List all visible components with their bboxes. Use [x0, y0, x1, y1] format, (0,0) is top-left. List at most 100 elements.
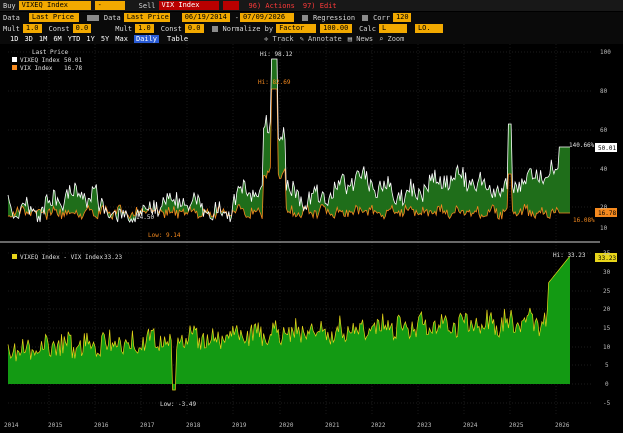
last-vix-value: 16.78	[598, 210, 616, 217]
sell-label: Sell	[138, 1, 156, 10]
range-6m[interactable]: 6M	[53, 35, 62, 43]
hi-vix-annotation: Hi: 82.69	[258, 79, 291, 86]
last-vixeq-tag	[595, 143, 617, 152]
y-tick: 5	[605, 362, 609, 369]
range-toolbar: 1D 3D 1M 6M YTD 1Y 5Y Max Daily Table ✛ …	[0, 34, 623, 44]
calc-select[interactable]: L	[378, 24, 407, 33]
legend-vixeq-value: 50.01	[64, 57, 82, 64]
track-tool[interactable]: ✛ Track	[264, 35, 294, 43]
normalize-select[interactable]: Factor	[276, 24, 317, 33]
buy-source-field[interactable]: -	[94, 1, 125, 10]
range-ytd[interactable]: YTD	[67, 35, 81, 43]
range-max[interactable]: Max	[115, 35, 128, 43]
sell-ticker-field[interactable]: VIX Index	[158, 1, 219, 10]
y-tick: 15	[603, 325, 611, 332]
regression-label: Regression	[312, 13, 356, 22]
y-tick: 35	[603, 250, 611, 257]
normalize-label: Normalize by	[222, 24, 274, 33]
x-tick: 2016	[94, 422, 109, 429]
vix-index-line	[7, 88, 570, 221]
y-tick: 10	[603, 344, 611, 351]
diff-line	[7, 255, 571, 391]
legend-vix-value: 16.78	[64, 65, 82, 72]
buy-ticker-field[interactable]: VIXEQ Index	[18, 1, 91, 10]
diff-fill-area	[8, 256, 570, 390]
y-tick: 60	[600, 127, 608, 134]
const-label: Const	[48, 24, 70, 33]
x-tick: 2015	[48, 422, 63, 429]
x-tick: 2026	[555, 422, 570, 429]
last-diff-value: 33.23	[598, 255, 616, 262]
range-5y[interactable]: 5Y	[100, 35, 110, 43]
actions-menu[interactable]: 96) Actions	[248, 1, 295, 10]
normalize-checkbox[interactable]	[211, 25, 218, 32]
factor-field[interactable]: 100.00	[320, 24, 353, 33]
const-field[interactable]: 0.0	[72, 24, 92, 33]
calc-mode-select[interactable]: LO.	[414, 24, 443, 33]
edit-menu[interactable]: 97) Edit	[302, 1, 337, 10]
end-date-field[interactable]: 07/09/2026	[239, 13, 294, 22]
table-button[interactable]: Table	[167, 35, 189, 43]
buy-label: Buy	[3, 1, 16, 10]
corr-field[interactable]: 120	[392, 13, 411, 22]
low-mid-annotation: 14.50	[136, 214, 154, 221]
price-chart[interactable]: Last Price VIXEQ Index 50.01 VIX Index 1…	[0, 44, 623, 433]
sell-source-field[interactable]	[222, 1, 239, 10]
mult2-field[interactable]: 1.0	[135, 24, 154, 33]
x-tick: 2020	[279, 422, 294, 429]
x-tick: 2014	[4, 422, 19, 429]
const2-field[interactable]: 0.0	[184, 24, 204, 33]
hi-vixeq-annotation: Hi: 98.12	[260, 51, 293, 58]
y-tick: -5	[603, 400, 611, 407]
corr-label: Corr	[373, 13, 390, 22]
zoom-tool[interactable]: ⌕ Zoom	[379, 35, 405, 43]
y-tick: 100	[600, 49, 611, 56]
y-tick: 20	[603, 306, 611, 313]
bottom-y-axis: 35 30 25 20 15 10 5 0 -5	[603, 250, 611, 407]
multiplier-row: Mult 1.0 Const 0.0 Mult 1.0 Const 0.0 No…	[0, 23, 623, 34]
annotate-tool[interactable]: ✎ Annotate	[299, 35, 342, 43]
data2-field[interactable]: Last Price	[123, 13, 170, 22]
news-label: News	[356, 35, 374, 43]
legend-diff-name: VIXEQ Index - VIX Index	[20, 254, 103, 261]
range-1d[interactable]: 1D	[10, 35, 19, 43]
regression-checkbox[interactable]	[301, 14, 308, 21]
calc-label: Calc	[359, 24, 376, 33]
start-date-field[interactable]: 06/19/2014	[181, 13, 230, 22]
range-3d[interactable]: 3D	[24, 35, 33, 43]
vixeq-index-line	[7, 58, 570, 224]
top-legend: Last Price VIXEQ Index 50.01 VIX Index 1…	[12, 49, 82, 72]
x-tick: 2023	[417, 422, 432, 429]
frequency-select[interactable]: Daily	[133, 35, 160, 43]
corr-checkbox[interactable]	[362, 14, 369, 21]
swap-icon[interactable]	[86, 14, 99, 21]
legend-vixeq-swatch	[12, 57, 17, 62]
x-tick: 2022	[371, 422, 386, 429]
legend-title: Last Price	[32, 49, 69, 56]
y-tick: 40	[600, 166, 608, 173]
data-field[interactable]: Last Price	[28, 13, 79, 22]
x-tick: 2025	[509, 422, 524, 429]
bottom-legend: VIXEQ Index - VIX Index 33.23	[12, 254, 122, 261]
last-vixeq-pct: 140.66%	[569, 142, 595, 149]
mult-label: Mult	[3, 24, 20, 33]
date-separator: -	[234, 13, 239, 22]
const2-label: Const	[160, 24, 182, 33]
news-tool[interactable]: ▤ News	[347, 35, 374, 43]
legend-vixeq-name: VIXEQ Index	[20, 57, 60, 64]
y-tick: 30	[603, 269, 611, 276]
mult-field[interactable]: 1.0	[22, 24, 42, 33]
low-diff-annotation: Low: -3.49	[160, 401, 197, 408]
legend-diff-value: 33.23	[104, 254, 122, 261]
y-tick: 25	[603, 288, 611, 295]
range-1m[interactable]: 1M	[38, 35, 48, 43]
last-vixeq-value: 50.01	[598, 145, 616, 152]
y-tick: 80	[600, 88, 608, 95]
track-label: Track	[272, 35, 294, 43]
data-settings-row: Data Last Price Data Last Price 06/19/20…	[0, 12, 623, 23]
ticker-bar: Buy VIXEQ Index - Sell VIX Index 96) Act…	[0, 0, 623, 11]
range-1y[interactable]: 1Y	[86, 35, 95, 43]
x-tick: 2024	[463, 422, 478, 429]
x-axis: 2014 2015 2016 2017 2018 2019 2020 2021 …	[4, 422, 570, 429]
last-vix-tag	[595, 208, 617, 217]
